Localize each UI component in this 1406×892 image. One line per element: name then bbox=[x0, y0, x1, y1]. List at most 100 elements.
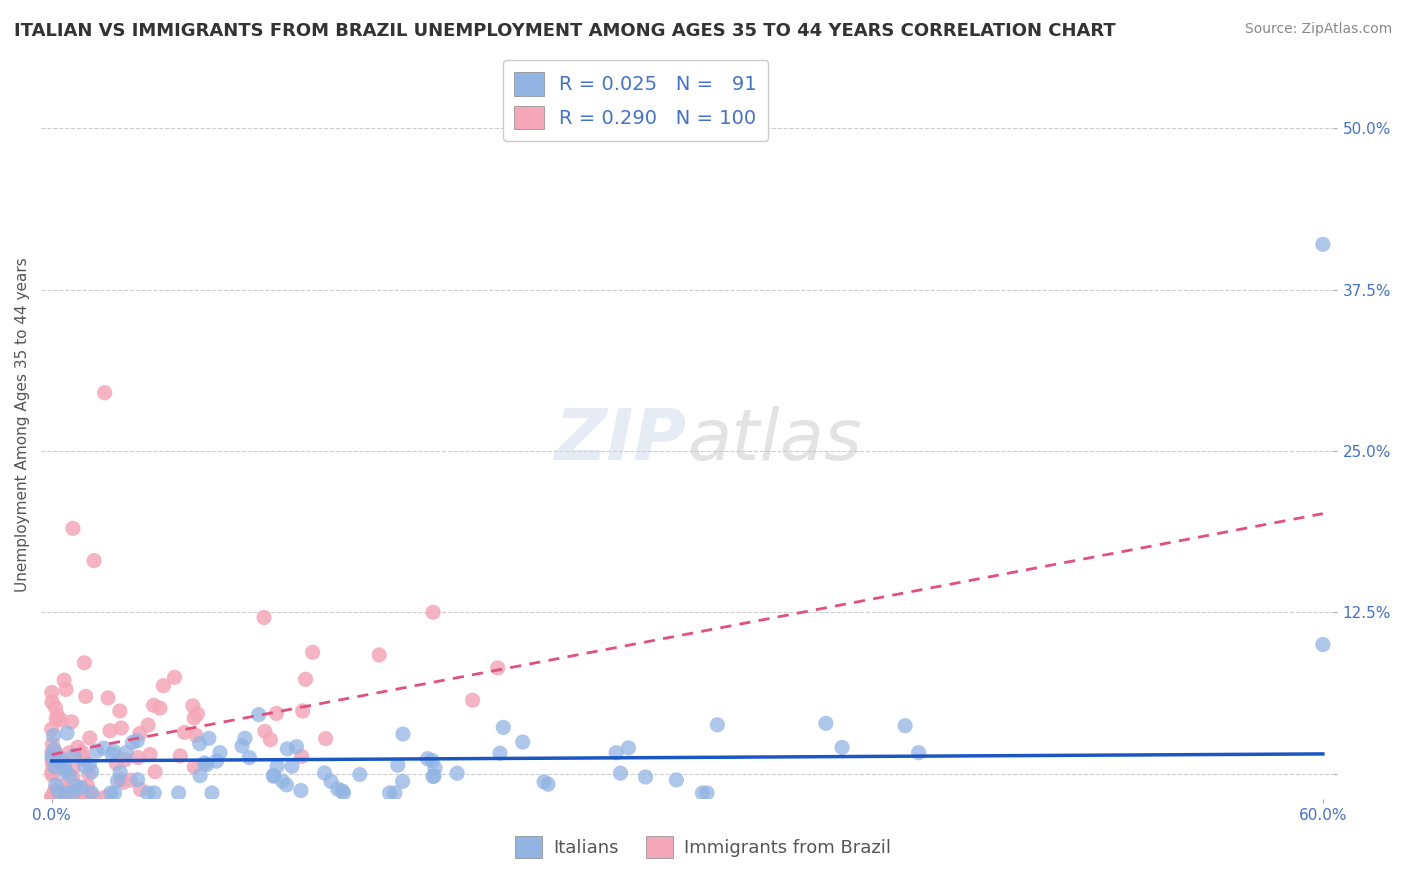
Text: atlas: atlas bbox=[688, 406, 862, 475]
Text: Source: ZipAtlas.com: Source: ZipAtlas.com bbox=[1244, 22, 1392, 37]
Point bbox=[127, 772, 149, 787]
Point bbox=[276, 778, 298, 792]
Point bbox=[67, 789, 90, 804]
Point bbox=[291, 749, 314, 764]
Point bbox=[73, 789, 96, 804]
Point bbox=[108, 704, 131, 718]
Point bbox=[76, 779, 98, 793]
Point bbox=[41, 768, 63, 782]
Point bbox=[46, 785, 69, 799]
Point bbox=[319, 774, 342, 789]
Point bbox=[42, 756, 65, 771]
Point bbox=[814, 716, 837, 731]
Point bbox=[127, 750, 149, 764]
Point bbox=[80, 786, 103, 800]
Point bbox=[259, 732, 281, 747]
Point bbox=[45, 748, 67, 763]
Point bbox=[142, 698, 165, 713]
Point bbox=[72, 781, 94, 796]
Point bbox=[692, 786, 714, 800]
Point bbox=[163, 670, 186, 684]
Point bbox=[77, 767, 100, 781]
Point bbox=[120, 773, 142, 788]
Point bbox=[41, 765, 63, 780]
Point bbox=[326, 782, 349, 797]
Point bbox=[110, 772, 132, 787]
Point bbox=[1312, 638, 1334, 652]
Point bbox=[195, 757, 218, 772]
Point bbox=[894, 719, 917, 733]
Point bbox=[98, 723, 121, 738]
Point bbox=[486, 661, 509, 675]
Point bbox=[62, 521, 84, 535]
Point bbox=[75, 789, 97, 804]
Point bbox=[294, 673, 316, 687]
Point bbox=[41, 744, 63, 758]
Point bbox=[45, 778, 67, 792]
Point bbox=[110, 721, 132, 735]
Point bbox=[44, 783, 66, 797]
Point bbox=[73, 656, 96, 670]
Point bbox=[392, 727, 415, 741]
Point bbox=[420, 754, 443, 768]
Point bbox=[41, 755, 63, 769]
Point bbox=[46, 789, 69, 804]
Point bbox=[231, 739, 253, 753]
Point bbox=[332, 784, 354, 798]
Point bbox=[62, 761, 84, 775]
Point bbox=[301, 645, 323, 659]
Point bbox=[94, 789, 117, 804]
Point bbox=[173, 725, 195, 739]
Point bbox=[461, 693, 484, 707]
Point bbox=[49, 713, 72, 727]
Point bbox=[188, 737, 211, 751]
Point bbox=[1312, 237, 1334, 252]
Point bbox=[101, 747, 124, 762]
Point bbox=[56, 726, 79, 740]
Point bbox=[349, 767, 371, 781]
Point bbox=[281, 759, 304, 773]
Point bbox=[53, 759, 76, 773]
Point bbox=[45, 762, 67, 776]
Point bbox=[42, 789, 65, 804]
Point bbox=[368, 648, 391, 662]
Point bbox=[665, 772, 688, 787]
Point bbox=[58, 768, 80, 782]
Point bbox=[186, 706, 208, 721]
Point bbox=[533, 775, 555, 789]
Point bbox=[63, 748, 86, 763]
Point bbox=[332, 786, 354, 800]
Point bbox=[83, 553, 105, 567]
Point bbox=[422, 605, 444, 619]
Point bbox=[315, 731, 337, 746]
Point bbox=[271, 774, 294, 789]
Y-axis label: Unemployment Among Ages 35 to 44 years: Unemployment Among Ages 35 to 44 years bbox=[15, 258, 30, 592]
Point bbox=[60, 714, 83, 729]
Point bbox=[422, 770, 444, 784]
Point bbox=[184, 728, 207, 742]
Point bbox=[290, 783, 312, 797]
Point bbox=[253, 724, 276, 739]
Legend: R = 0.025   N =   91, R = 0.290   N = 100: R = 0.025 N = 91, R = 0.290 N = 100 bbox=[503, 61, 769, 141]
Point bbox=[617, 740, 640, 755]
Point bbox=[634, 770, 657, 784]
Text: ITALIAN VS IMMIGRANTS FROM BRAZIL UNEMPLOYMENT AMONG AGES 35 TO 44 YEARS CORRELA: ITALIAN VS IMMIGRANTS FROM BRAZIL UNEMPL… bbox=[14, 22, 1116, 40]
Point bbox=[49, 760, 72, 774]
Point bbox=[51, 779, 73, 793]
Point bbox=[44, 760, 66, 774]
Point bbox=[41, 722, 63, 736]
Point bbox=[100, 786, 122, 800]
Point bbox=[53, 764, 76, 779]
Point bbox=[181, 698, 204, 713]
Point bbox=[70, 745, 93, 759]
Point bbox=[73, 752, 96, 766]
Point bbox=[72, 750, 94, 764]
Point bbox=[41, 695, 63, 709]
Point bbox=[41, 757, 63, 772]
Point bbox=[276, 742, 298, 756]
Point bbox=[152, 679, 174, 693]
Point bbox=[205, 754, 228, 768]
Point bbox=[233, 731, 256, 746]
Point bbox=[44, 700, 66, 714]
Point bbox=[52, 789, 75, 804]
